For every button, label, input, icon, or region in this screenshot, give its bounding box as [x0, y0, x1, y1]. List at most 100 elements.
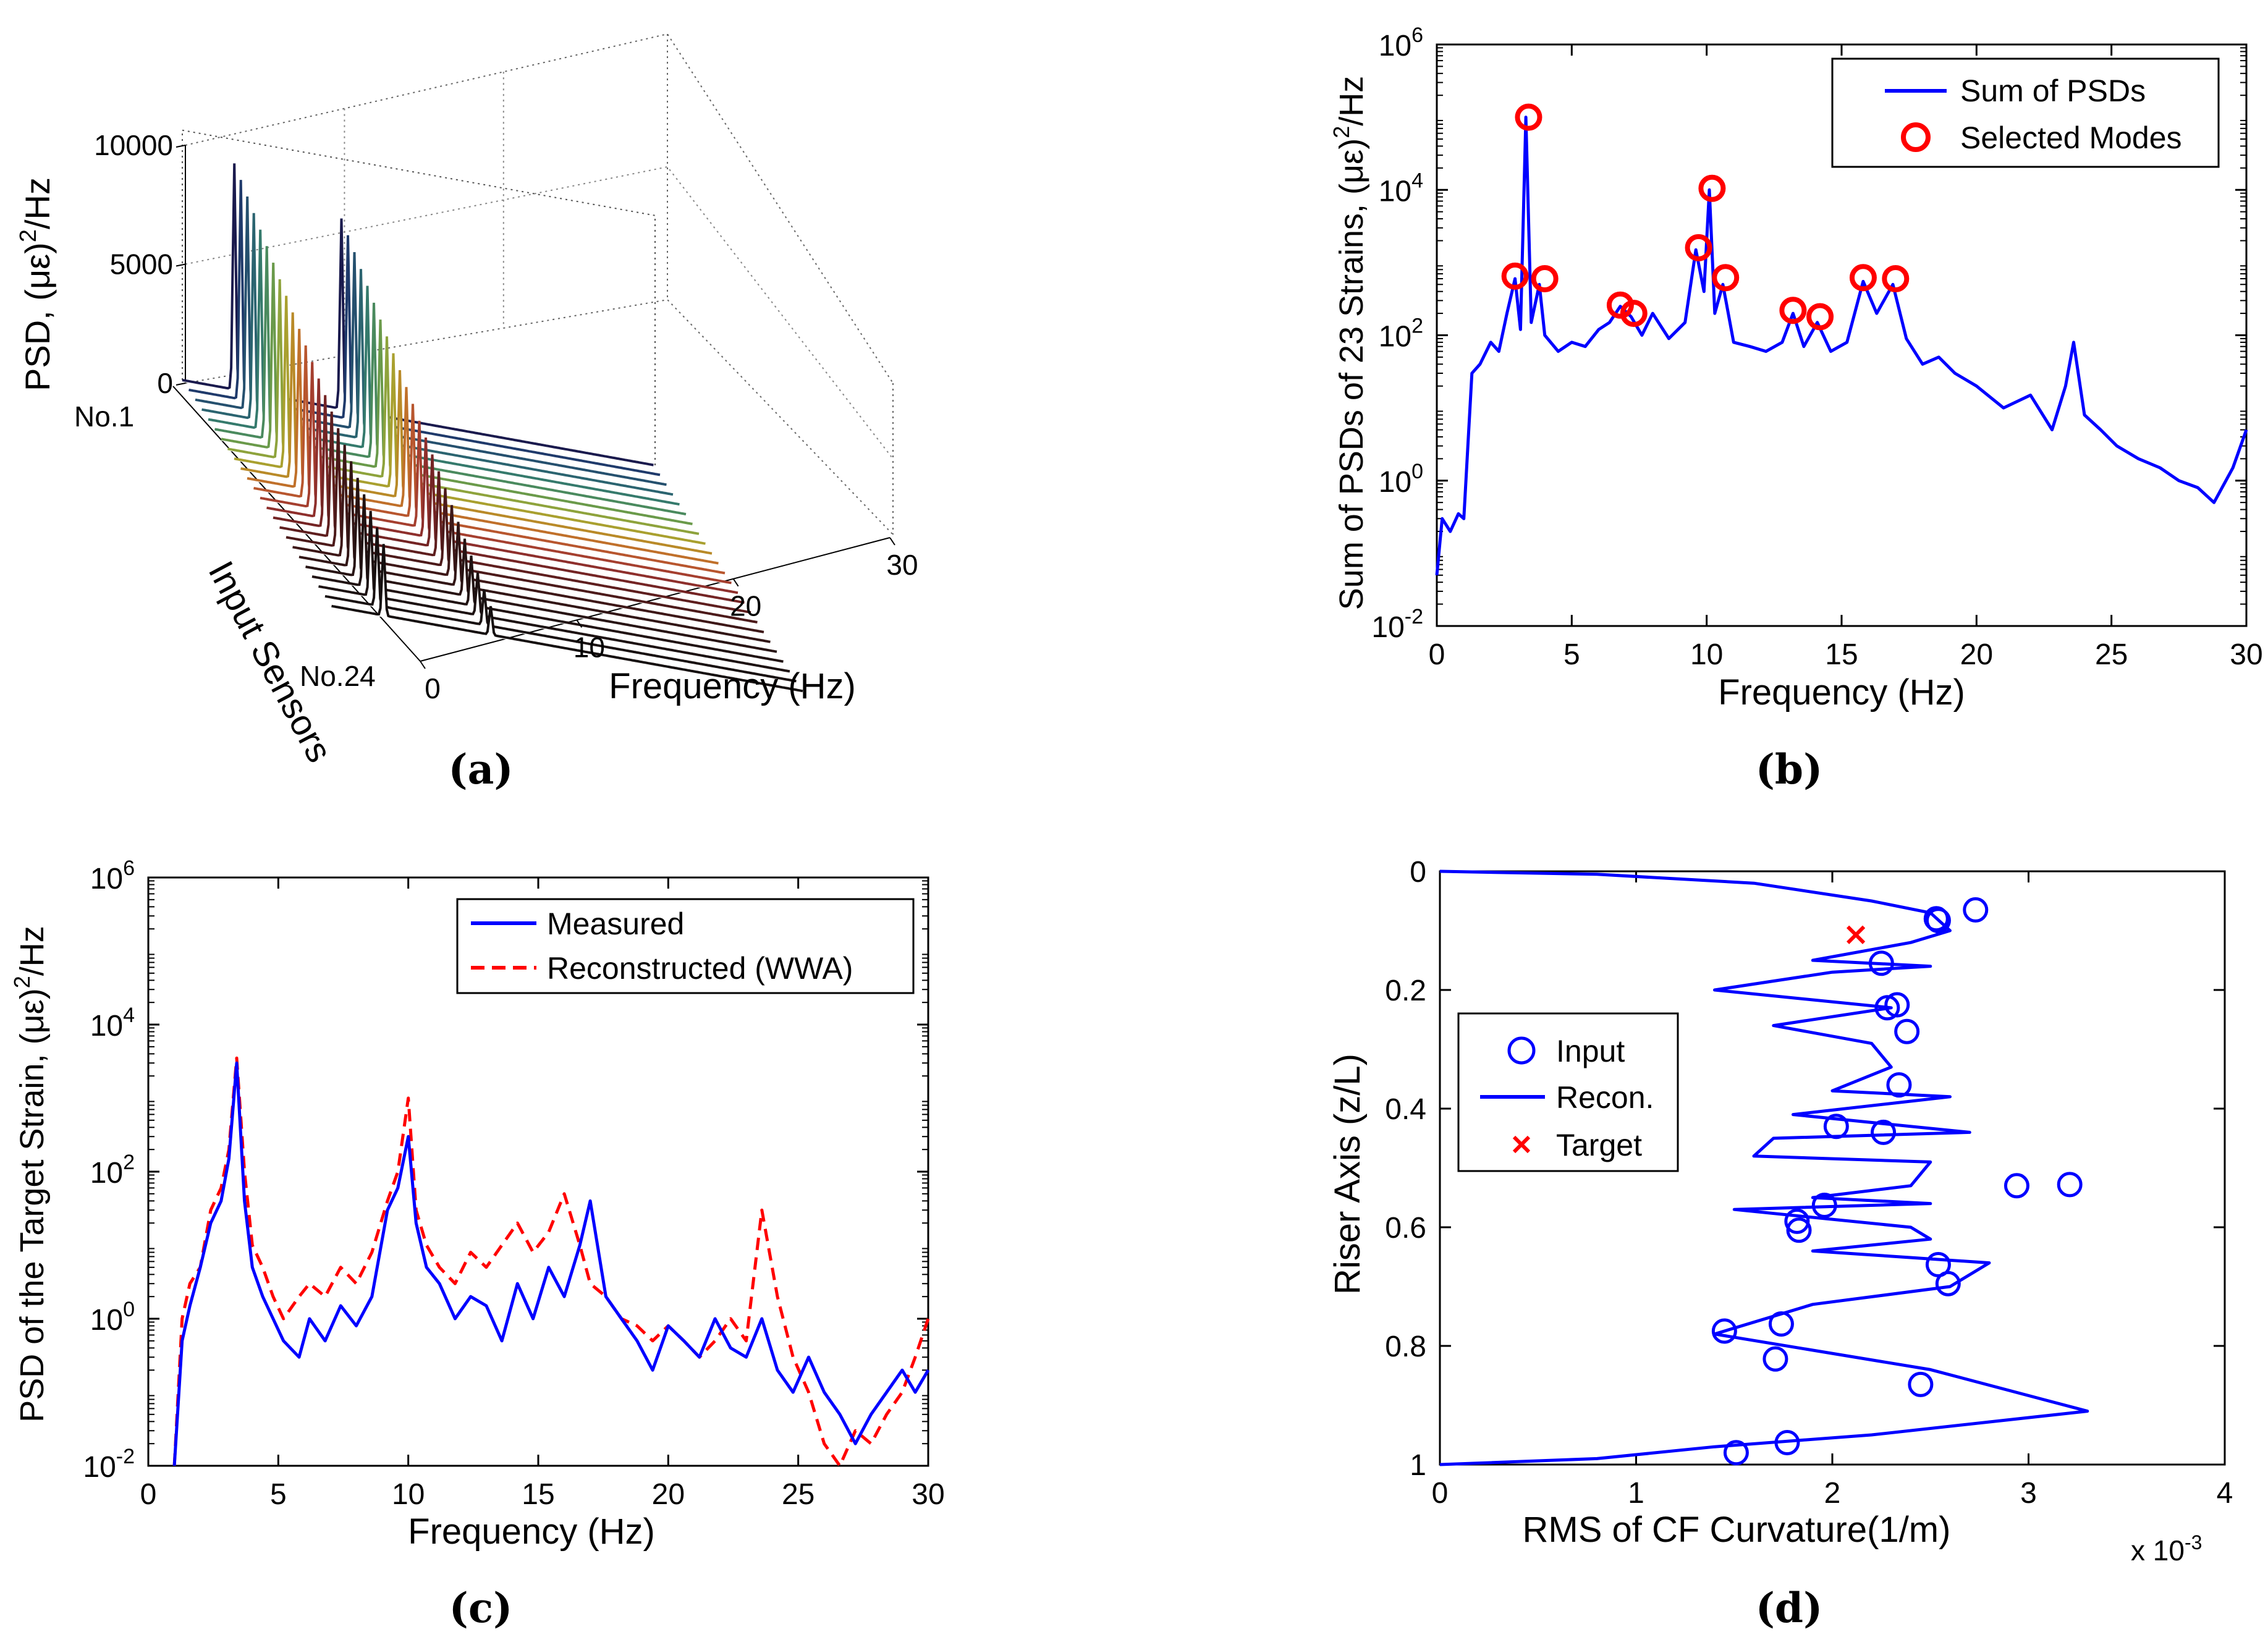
panel-a-z-tick-label: 5000: [110, 248, 173, 281]
panel-d-input-point: [1935, 1271, 1961, 1296]
panel-c-legend-entry-measured: Measured: [547, 907, 684, 941]
panel-d-caption: (d): [1756, 1584, 1823, 1632]
panel-d-input-point: [1871, 1119, 1897, 1145]
panel-d-x-exponent: x 10-3: [2131, 1531, 2202, 1567]
panel-c-y-tick-label: 100: [90, 1298, 135, 1337]
panel-a-z-tick-mark: [176, 145, 186, 148]
panel-a-caption: (a): [448, 745, 513, 793]
panel-d-input-point: [1823, 1114, 1849, 1140]
panel-d-input-point: [1963, 897, 1989, 923]
panel-d-input-point: [1868, 950, 1894, 976]
panel-a-sensor-trace: [324, 527, 797, 683]
panel-d-x-tick-label: 3: [2020, 1477, 2037, 1510]
panel-d-input-point: [1874, 995, 1900, 1021]
panel-d-y-tick-label: 0.2: [1385, 975, 1426, 1007]
panel-d-input-point: [1894, 1018, 1920, 1044]
panel-a-sensor-trace: [311, 494, 784, 663]
panel-a-x-ticks: 0 10 20 30: [420, 537, 918, 704]
panel-b-x-tick-label: 20: [1960, 638, 1993, 671]
panel-c-y-tick-label: 10-2: [83, 1445, 135, 1484]
panel-d-input-point: [1884, 992, 1910, 1018]
panel-d-input-point: [1711, 1318, 1737, 1344]
panel-c-series: [172, 1056, 930, 1468]
panel-c-x-tick-label: 0: [140, 1478, 157, 1511]
panel-d-legend-swatch-input: [1507, 1036, 1536, 1065]
panel-b-x-tick-label: 0: [1429, 638, 1445, 671]
panel-b-selected-mode-marker: [1779, 297, 1807, 324]
panel-b-legend: Sum of PSDs Selected Modes: [1831, 57, 2220, 168]
panel-b-selected-mode-marker: [1620, 300, 1648, 328]
panel-d-input-point: [1811, 1192, 1837, 1218]
panel-b-y-axis-label: Sum of PSDs of 23 Strains, (με)2/Hz: [1329, 76, 1370, 610]
panel-c-x-axis-label: Frequency (Hz): [408, 1512, 655, 1552]
panel-b-y-tick-label: 100: [1379, 460, 1423, 499]
panel-b-selected-mode-marker: [1606, 291, 1634, 319]
panel-d-y-tick-label: 0.8: [1385, 1330, 1426, 1363]
panel-a-sensor-traces: [182, 163, 805, 693]
panel-d-y-tick-label: 0: [1410, 856, 1426, 889]
panel-d-legend-entry-input: Input: [1556, 1034, 1625, 1068]
panel-a-x-tick-label: 0: [425, 672, 441, 704]
panel-d-input-point: [1923, 906, 1949, 932]
panel-a-x-tick-mark: [732, 578, 739, 587]
panel-d-input-point: [1768, 1311, 1794, 1337]
panel-d-legend: Input Recon. Target: [1457, 1012, 1679, 1172]
panel-b-y-tick-label: 102: [1379, 315, 1423, 353]
panel-c-x-tick-label: 25: [782, 1478, 815, 1511]
panel-c-legend: Measured Reconstructed (WWA): [456, 898, 915, 994]
panel-d-input-point: [1886, 1072, 1912, 1098]
panel-a-z-ticks: 0 5000 10000: [94, 129, 186, 399]
panel-c-y-tick-label: 102: [90, 1151, 135, 1190]
panel-b-selected-mode-marker: [1849, 264, 1877, 292]
panel-c-y-tick-label: 106: [90, 856, 135, 895]
panel-c-x-tick-label: 30: [912, 1478, 944, 1511]
panel-b-legend-entry-modes: Selected Modes: [1960, 121, 2182, 155]
panel-b-selected-mode-marker: [1501, 262, 1529, 290]
panel-d-input-point: [1786, 1217, 1812, 1243]
panel-d-x-tick-label: 0: [1432, 1477, 1449, 1510]
panel-c-legend-box: [456, 898, 915, 994]
panel-d-input-point: [1925, 908, 1951, 934]
panel-a-wall-edge: [182, 129, 656, 216]
panel-b-x-tick-label: 10: [1690, 638, 1723, 671]
panel-d-input-point: [1723, 1440, 1749, 1466]
panel-c-caption: (c): [449, 1584, 513, 1632]
panel-a-x-tick-mark: [420, 661, 426, 669]
panel-b-selected-mode-marker: [1806, 303, 1834, 331]
panel-b-x-tick-label: 25: [2095, 638, 2128, 671]
panel-b-legend-box: [1831, 57, 2220, 168]
panel-d-target-point: [1846, 925, 1866, 944]
panel-d-y-tick-label: 0.4: [1385, 1093, 1426, 1126]
panel-d-y-tick-label: 0.6: [1385, 1212, 1426, 1245]
panel-b-legend-swatch-circle: [1901, 122, 1931, 152]
panel-b-y-tick-label: 106: [1379, 23, 1423, 62]
panel-b-selected-mode-marker: [1685, 234, 1712, 261]
panel-c-series-measured: [172, 1061, 930, 1466]
panel-c-target-strain-psd: 0 5 10 15 20 25 30 10-2 100 102 104 106 Measured Re…: [9, 856, 945, 1632]
panel-c-x-tick-label: 10: [392, 1478, 425, 1511]
panel-b-x-tick-label: 30: [2230, 638, 2262, 671]
panel-b-caption: (b): [1756, 745, 1823, 793]
panel-b-x-axis-label: Frequency (Hz): [1718, 672, 1965, 713]
panel-b-axes: 0 5 10 15 20 25 30 10-2 100 102 104 106: [1371, 23, 2262, 671]
panel-b-selected-mode-marker: [1712, 264, 1740, 292]
panel-b-x-tick-label: 15: [1825, 638, 1858, 671]
panel-d-axes: 0 1 2 3 400.20.40.60.81: [1385, 856, 2233, 1510]
panel-d-series-recon: [1439, 869, 2089, 1466]
panel-d-x-tick-label: 4: [2217, 1477, 2233, 1510]
panel-b-series: [1435, 116, 2248, 576]
panel-d-y-axis-label: Riser Axis (z/L): [1327, 1054, 1368, 1295]
panel-b-selected-mode-markers: [1501, 103, 1910, 331]
panel-b-y-tick-label: 10-2: [1371, 605, 1423, 644]
panel-b-selected-mode-marker: [1531, 264, 1559, 292]
panel-c-x-tick-label: 20: [652, 1478, 685, 1511]
panel-a-z-axis-label: PSD, (με)2/Hz: [15, 177, 57, 391]
panel-d-input-point: [1774, 1429, 1800, 1455]
panel-a-z-tick-label: 0: [157, 367, 173, 399]
panel-c-y-tick-label: 104: [90, 1004, 135, 1042]
panel-c-legend-entry-reconstructed: Reconstructed (WWA): [547, 951, 853, 986]
panel-a-x-axis-label: Frequency (Hz): [609, 666, 856, 706]
panel-a-sensor-label-first: No.1: [74, 400, 134, 433]
